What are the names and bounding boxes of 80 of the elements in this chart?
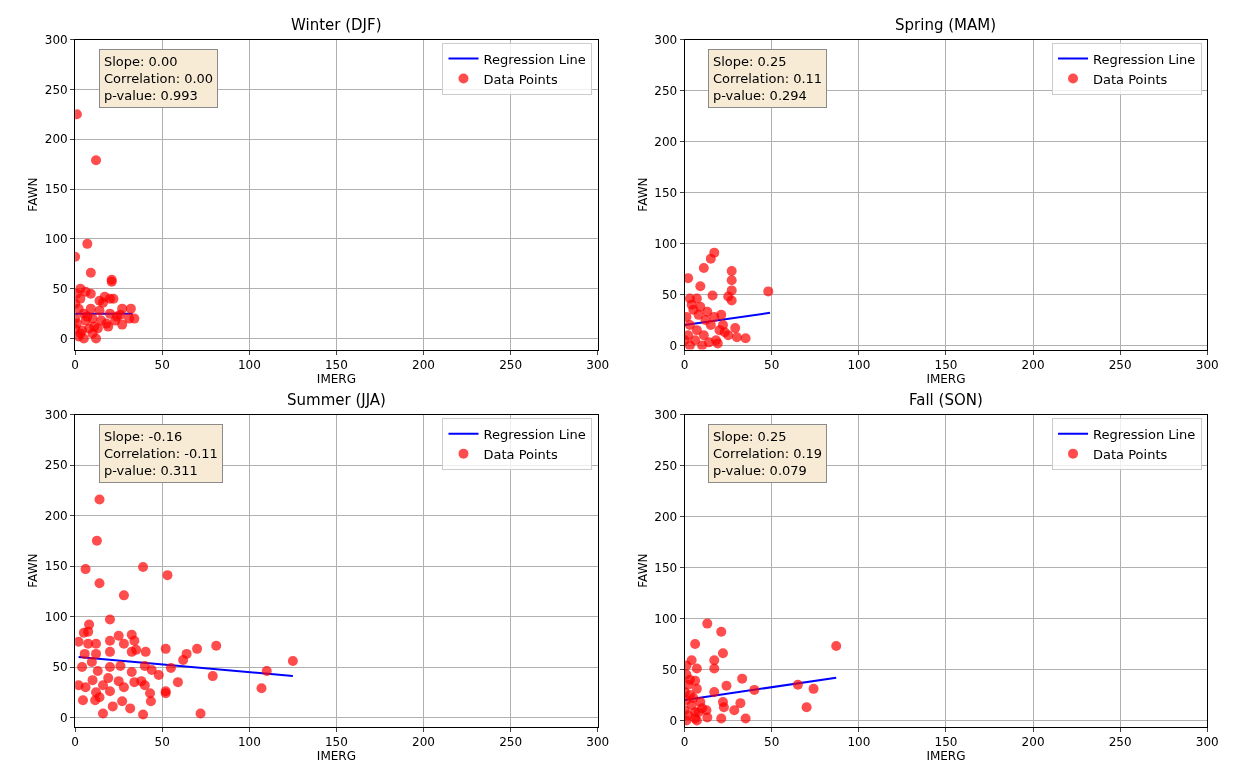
x-tick-label: 100 [237, 734, 261, 749]
y-tick-label: 300 [654, 32, 678, 47]
chart-title: Fall (SON) [909, 391, 983, 409]
x-tick-label: 250 [499, 357, 523, 372]
y-tick-label: 100 [44, 609, 68, 624]
y-tick-label: 50 [52, 281, 68, 296]
y-tick-label: 150 [44, 559, 68, 574]
annotation: Slope: 0.00 Correlation: 0.00 p-value: 0.993 [104, 54, 214, 103]
y-tick-label: 100 [654, 236, 678, 251]
legend-label: Regression Line [1093, 426, 1196, 442]
chart-title: Winter (DJF) [291, 16, 382, 34]
x-tick-label: 300 [586, 357, 610, 372]
x-axis-title: IMERG [926, 371, 966, 386]
x-tick-label: 300 [1195, 734, 1219, 749]
y-tick-label: 300 [654, 407, 678, 422]
x-tick-label: 250 [499, 734, 523, 749]
x-tick-label: 200 [412, 357, 435, 372]
chart-title: Spring (MAM) [895, 16, 997, 34]
x-tick-label: 200 [1021, 734, 1045, 749]
x-axis-title: IMERG [316, 371, 356, 386]
y-axis-title: FAWN [635, 177, 650, 212]
y-axis-title: FAWN [26, 177, 41, 212]
x-tick-label: 0 [71, 357, 79, 372]
x-axis-title: IMERG [316, 748, 356, 763]
legend-label: Data Points [483, 71, 558, 87]
legend-label: Data Points [1093, 446, 1168, 462]
x-tick-label: 50 [154, 357, 170, 372]
y-tick-label: 150 [654, 185, 678, 200]
y-tick-label: 100 [654, 611, 678, 626]
y-tick-label: 250 [44, 82, 68, 97]
x-tick-label: 200 [412, 734, 435, 749]
y-tick-label: 250 [654, 458, 678, 473]
y-tick-label: 200 [44, 508, 68, 523]
x-tick-label: 0 [680, 357, 689, 372]
x-tick-label: 150 [324, 357, 348, 372]
annotation: Slope: 0.25 Correlation: 0.11 p-value: 0.294 [713, 54, 823, 103]
y-tick-label: 0 [669, 338, 678, 353]
y-tick-label: 0 [669, 713, 678, 728]
x-tick-label: 250 [1108, 357, 1132, 372]
legend-label: Data Points [483, 446, 558, 462]
legend-label: Data Points [1093, 71, 1168, 87]
y-tick-label: 200 [654, 509, 678, 524]
y-tick-label: 50 [52, 660, 68, 675]
x-tick-label: 0 [71, 734, 79, 749]
y-axis-title: FAWN [635, 553, 650, 588]
y-tick-label: 300 [44, 32, 68, 47]
y-tick-label: 100 [44, 232, 68, 247]
y-tick-label: 300 [44, 407, 68, 422]
x-tick-label: 50 [764, 734, 780, 749]
y-tick-label: 250 [654, 83, 678, 98]
y-tick-label: 150 [44, 182, 68, 197]
legend-label: Regression Line [483, 51, 586, 67]
x-tick-label: 250 [1108, 734, 1132, 749]
x-tick-label: 50 [764, 357, 780, 372]
y-tick-label: 0 [60, 331, 68, 346]
x-tick-label: 100 [847, 357, 871, 372]
y-tick-label: 150 [654, 560, 678, 575]
annotation: Slope: -0.16 Correlation: -0.11 p-value: 0.311 [104, 429, 218, 478]
x-tick-label: 150 [934, 734, 958, 749]
y-tick-label: 0 [60, 710, 68, 725]
legend-label: Regression Line [483, 426, 586, 442]
legend-label: Regression Line [1093, 51, 1196, 67]
y-tick-label: 250 [44, 458, 68, 473]
y-tick-label: 50 [661, 287, 678, 302]
y-tick-label: 200 [654, 134, 678, 149]
annotation: Slope: 0.25 Correlation: 0.19 p-value: 0.079 [713, 429, 823, 478]
x-tick-label: 0 [680, 734, 689, 749]
y-tick-label: 50 [661, 662, 678, 677]
x-tick-label: 200 [1021, 357, 1045, 372]
x-tick-label: 150 [934, 357, 958, 372]
y-tick-label: 200 [44, 132, 68, 147]
x-tick-label: 300 [1195, 357, 1219, 372]
x-axis-title: IMERG [926, 748, 966, 763]
x-tick-label: 100 [847, 734, 871, 749]
x-tick-label: 50 [154, 734, 170, 749]
chart-title: Summer (JJA) [287, 391, 386, 409]
x-tick-label: 150 [324, 734, 348, 749]
y-axis-title: FAWN [26, 553, 41, 588]
x-tick-label: 300 [586, 734, 610, 749]
x-tick-label: 100 [237, 357, 261, 372]
